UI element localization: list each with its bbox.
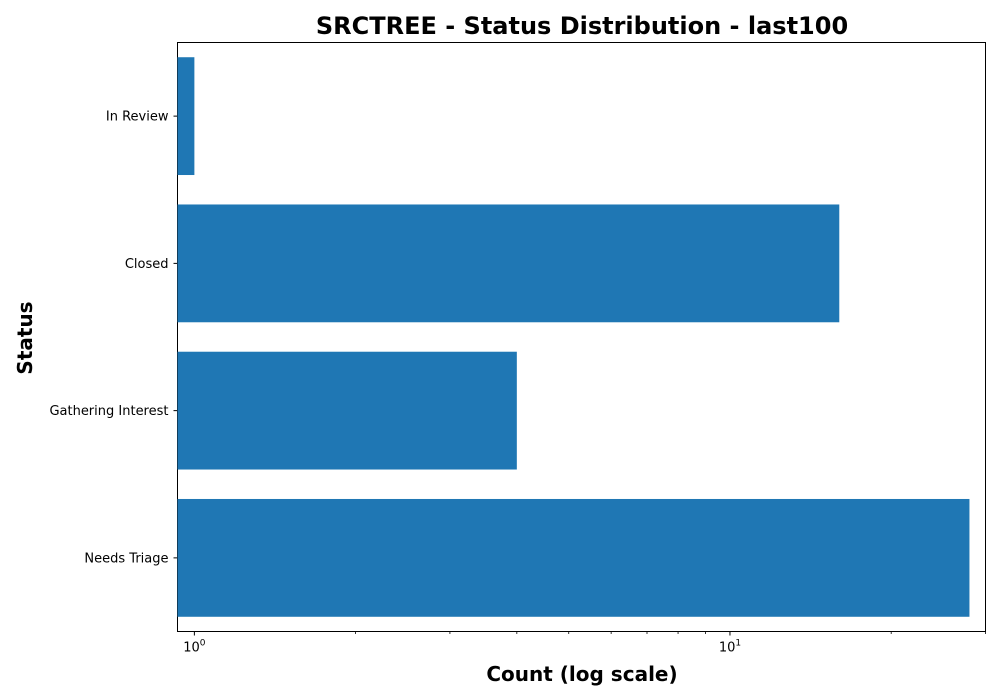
plot-area: In Review Closed Gathering Interest Needs T… [49, 42, 986, 656]
chart-title: SRCTREE - Status Distribution - last100 [316, 12, 848, 40]
bar-in-review [177, 57, 195, 176]
bars [177, 57, 970, 617]
bar-gathering-interest [177, 351, 517, 470]
plot-frame [177, 42, 986, 632]
x-axis-ticks: 100 101 [183, 631, 986, 656]
bar-closed [177, 204, 840, 323]
x-tick-label: 100 [183, 639, 206, 656]
y-tick-label: In Review [106, 110, 169, 125]
y-tick-label: Closed [125, 257, 169, 272]
y-axis-ticks: In Review Closed Gathering Interest Needs T… [49, 110, 178, 566]
x-axis-label: Count (log scale) [486, 662, 677, 686]
y-tick-label: Needs Triage [84, 551, 168, 566]
y-axis-label: Status [13, 301, 37, 374]
bar-needs-triage [177, 498, 970, 617]
x-tick-label: 101 [719, 639, 741, 656]
y-tick-label: Gathering Interest [49, 404, 168, 419]
